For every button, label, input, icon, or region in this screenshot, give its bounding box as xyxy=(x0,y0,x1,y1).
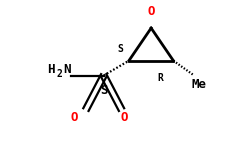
Text: Me: Me xyxy=(191,78,206,91)
Text: O: O xyxy=(121,111,128,124)
Text: H: H xyxy=(47,63,55,76)
Text: R: R xyxy=(157,74,163,84)
Text: O: O xyxy=(70,111,78,124)
Text: N: N xyxy=(63,63,70,76)
Text: O: O xyxy=(148,5,155,18)
Text: S: S xyxy=(117,44,123,54)
Text: S: S xyxy=(100,84,107,97)
Text: 2: 2 xyxy=(56,69,62,79)
